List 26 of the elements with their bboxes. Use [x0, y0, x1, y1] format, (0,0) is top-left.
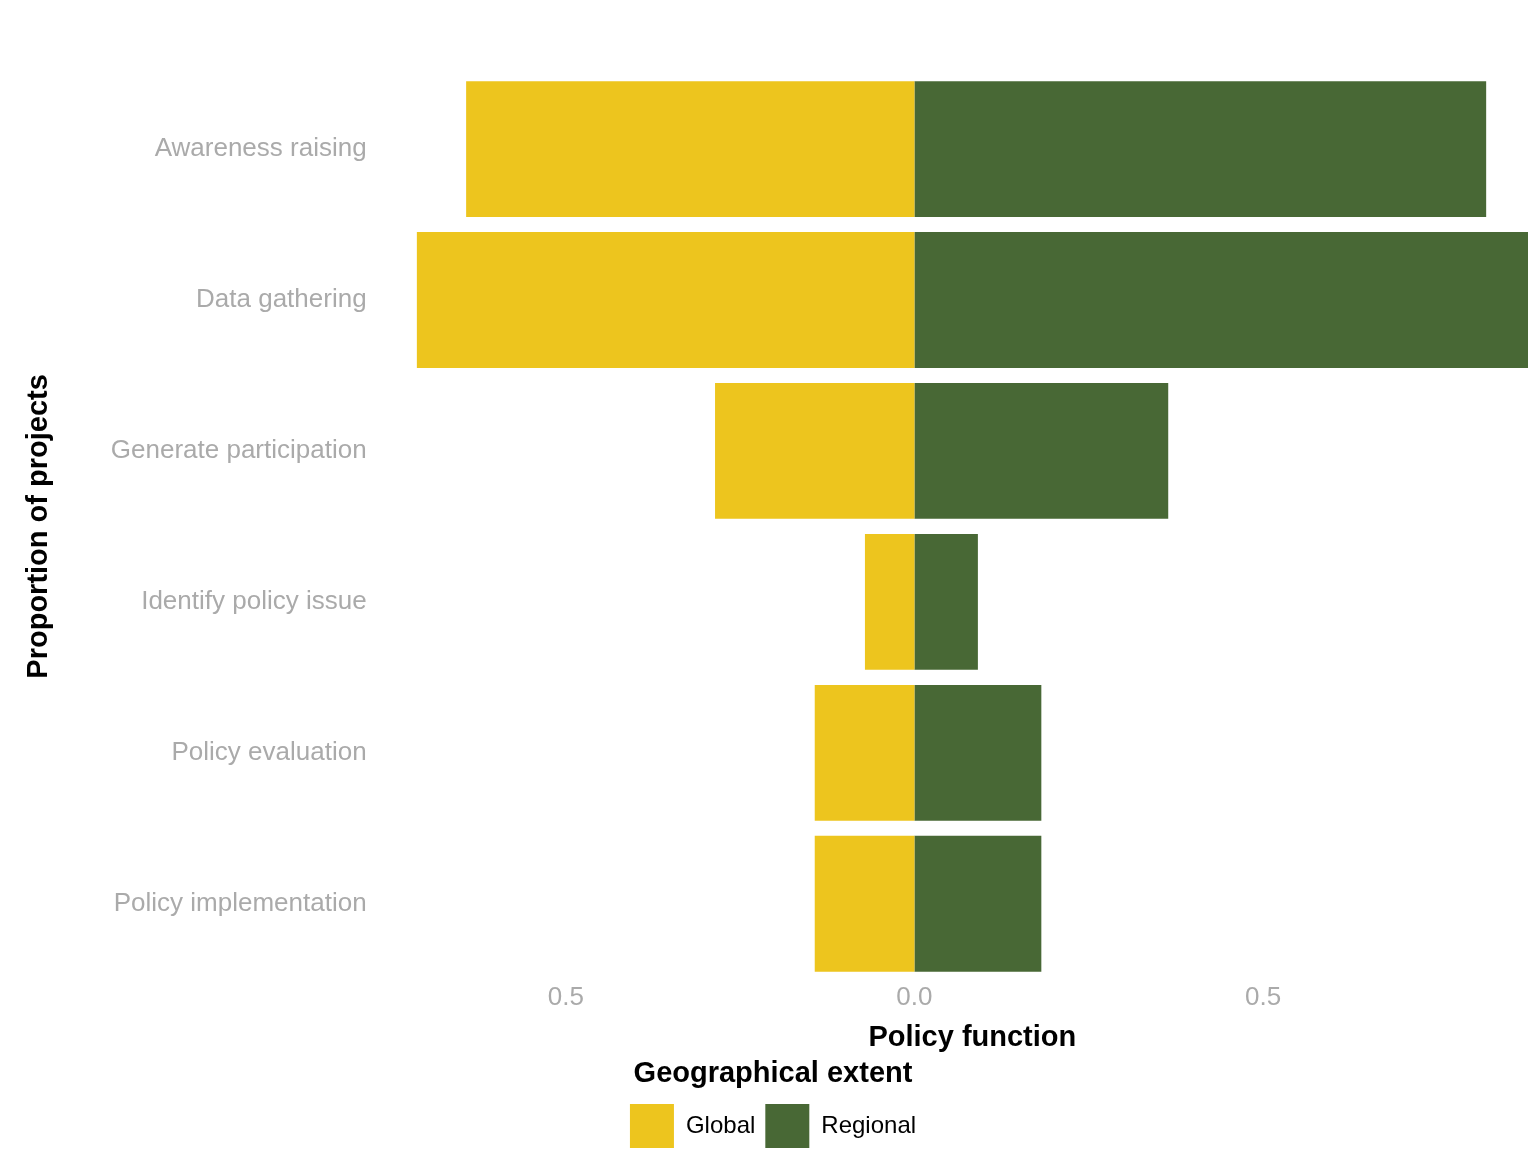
bar — [914, 383, 1169, 519]
bar — [914, 232, 1528, 368]
y-tick-label: Generate participation — [110, 434, 367, 465]
bar — [914, 81, 1487, 217]
bar — [914, 533, 978, 670]
y-tick-label: Policy implementation — [113, 886, 367, 917]
y-axis-title: Proportion of projects — [21, 374, 54, 679]
bar — [914, 684, 1042, 821]
x-tick-label: 0.0 — [896, 980, 933, 1011]
y-tick-label: Policy evaluation — [171, 735, 367, 766]
x-tick-label: 0.5 — [547, 980, 584, 1011]
x-axis-title: Policy function — [868, 1019, 1077, 1052]
legend-label: Global — [685, 1110, 756, 1138]
bar — [814, 835, 915, 972]
x-tick-label: 0.5 — [1244, 980, 1282, 1011]
legend-label: Regional — [821, 1110, 917, 1138]
legend-title: Geographical extent — [633, 1055, 913, 1088]
bar — [466, 81, 915, 217]
y-tick-label: Data gathering — [196, 283, 367, 314]
bar — [914, 835, 1042, 972]
bar — [864, 533, 915, 670]
bar — [814, 684, 915, 821]
y-tick-label: Awareness raising — [154, 132, 367, 163]
bar — [715, 383, 915, 519]
y-tick-label: Identify policy issue — [141, 585, 367, 616]
bar — [416, 232, 915, 368]
